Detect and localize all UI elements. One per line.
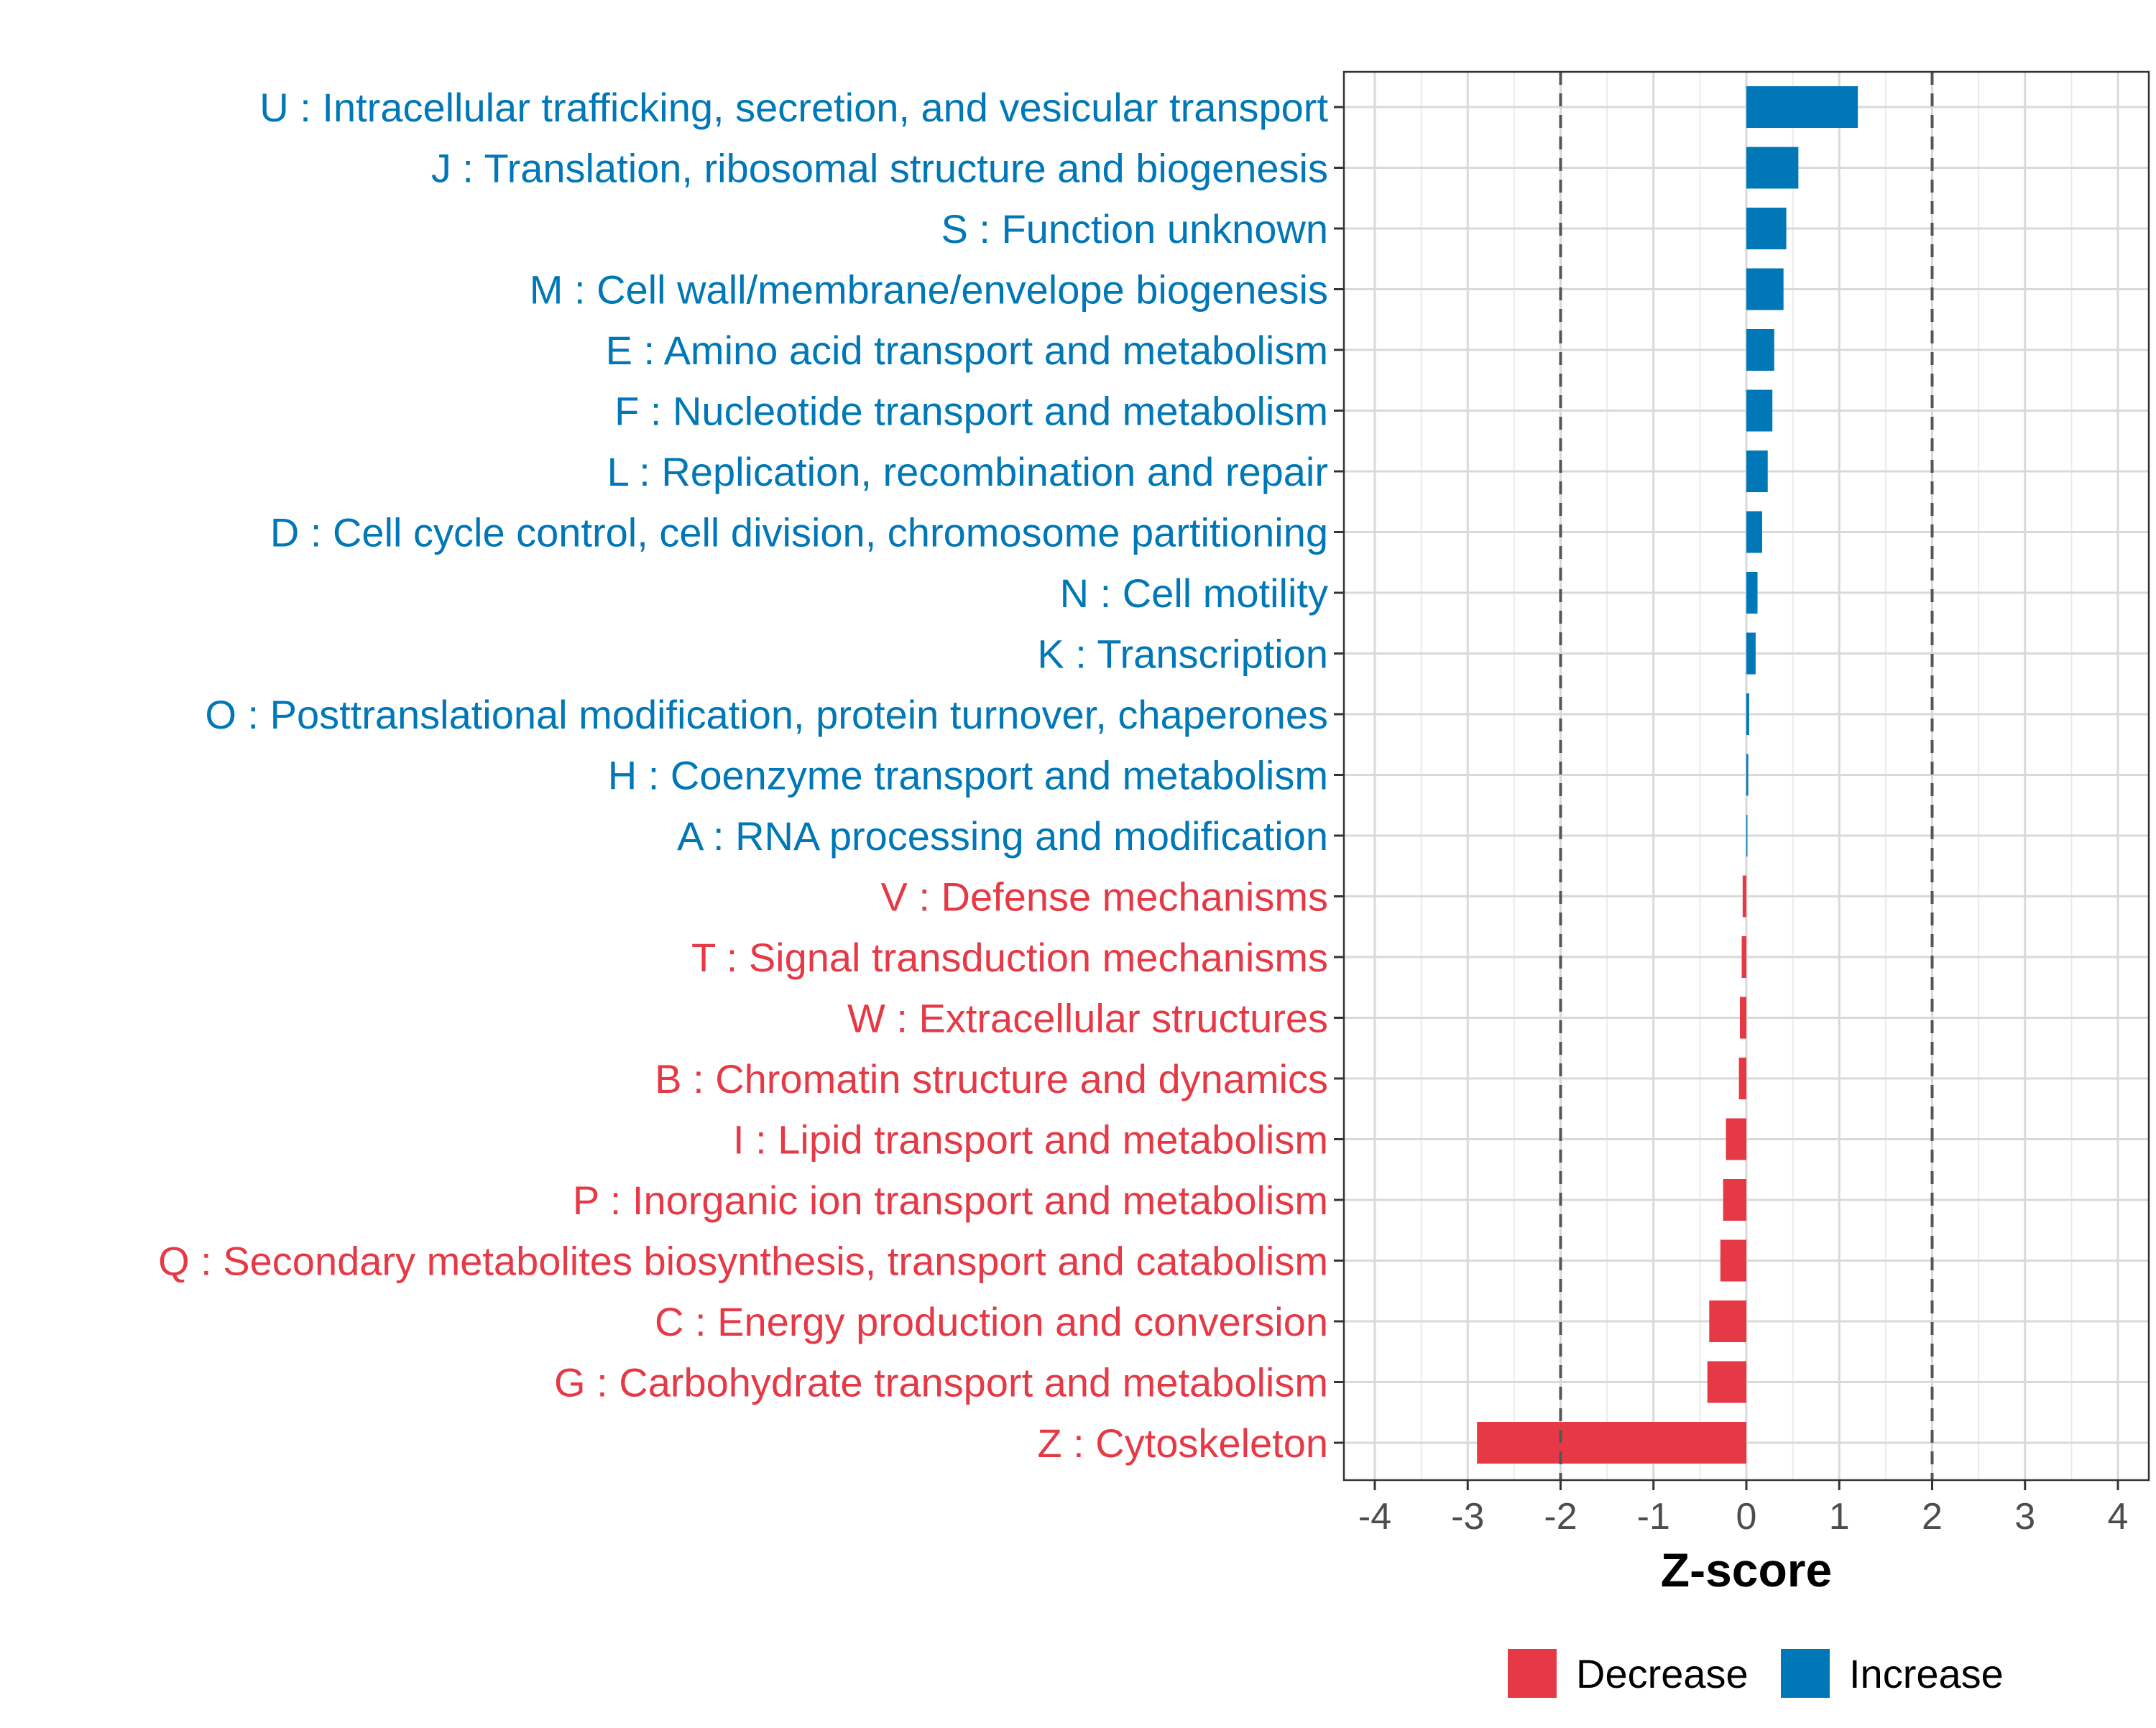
x-tick-label: -2 [1544,1496,1577,1538]
category-label: K : Transcription [1037,632,1328,677]
bar [1707,1361,1746,1403]
bar [1746,208,1787,249]
category-label: E : Amino acid transport and metabolism [606,328,1328,373]
bars [1477,86,1858,1464]
y-axis: U : Intracellular trafficking, secretion… [158,85,1344,1466]
bar [1720,1239,1746,1282]
category-label: V : Defense mechanisms [881,874,1328,920]
x-axis-title: Z-score [1661,1543,1832,1597]
category-label: Z : Cytoskeleton [1037,1420,1328,1466]
bar [1746,693,1749,735]
x-tick-label: 0 [1736,1496,1757,1538]
x-tick-label: 4 [2108,1496,2129,1538]
legend-swatch-increase [1781,1649,1830,1698]
x-axis: -4 -3 -2 -1 0 1 2 3 4 [1358,1480,2129,1538]
bar [1746,815,1748,856]
category-label: M : Cell wall/membrane/envelope biogenes… [530,267,1328,313]
bar [1741,936,1746,978]
category-label: C : Energy production and conversion [655,1299,1328,1344]
reference-lines [1559,72,1934,1480]
category-label: P : Inorganic ion transport and metaboli… [573,1178,1328,1223]
bar [1738,1058,1746,1099]
category-label: I : Lipid transport and metabolism [733,1117,1328,1163]
category-label: G : Carbohydrate transport and metabolis… [554,1360,1328,1405]
legend-label-decrease: Decrease [1576,1651,1749,1696]
category-label: W : Extracellular structures [847,996,1328,1041]
x-tick-label: -1 [1637,1496,1670,1538]
x-tick-label: 2 [1922,1496,1943,1538]
bar [1746,572,1758,614]
bar [1742,875,1746,918]
category-label: S : Function unknown [941,206,1328,251]
bar [1746,451,1768,492]
legend: Decrease Increase [1508,1649,2004,1698]
x-tick-label: 1 [1829,1496,1850,1538]
category-label: F : Nucleotide transport and metabolism [614,389,1328,434]
category-label: A : RNA processing and modification [677,813,1328,859]
bar [1746,632,1756,675]
legend-label-increase: Increase [1849,1651,2004,1696]
category-label: Q : Secondary metabolites biosynthesis, … [158,1239,1328,1284]
category-label: D : Cell cycle control, cell division, c… [270,510,1328,555]
bar [1746,511,1762,553]
x-tick-label: -3 [1451,1496,1484,1538]
category-label: H : Coenzyme transport and metabolism [608,753,1328,798]
bar [1477,1422,1746,1464]
bar [1726,1118,1746,1160]
bar [1746,86,1858,128]
bar [1723,1179,1746,1221]
category-label: J : Translation, ribosomal structure and… [431,146,1328,191]
category-label: U : Intracellular trafficking, secretion… [259,85,1328,130]
category-label: B : Chromatin structure and dynamics [655,1056,1328,1101]
category-label: O : Posttranslational modification, prot… [205,692,1328,737]
bar [1746,268,1784,310]
bar [1746,389,1773,432]
bar [1746,754,1749,796]
category-label: N : Cell motility [1060,570,1328,616]
legend-swatch-decrease [1508,1649,1557,1698]
bar [1746,329,1774,371]
category-label: L : Replication, recombination and repai… [607,449,1328,494]
bar [1746,147,1799,189]
bar [1739,997,1746,1039]
bar [1709,1300,1746,1342]
x-tick-label: -4 [1358,1496,1391,1538]
category-label: T : Signal transduction mechanisms [691,935,1328,980]
x-tick-label: 3 [2014,1496,2035,1538]
